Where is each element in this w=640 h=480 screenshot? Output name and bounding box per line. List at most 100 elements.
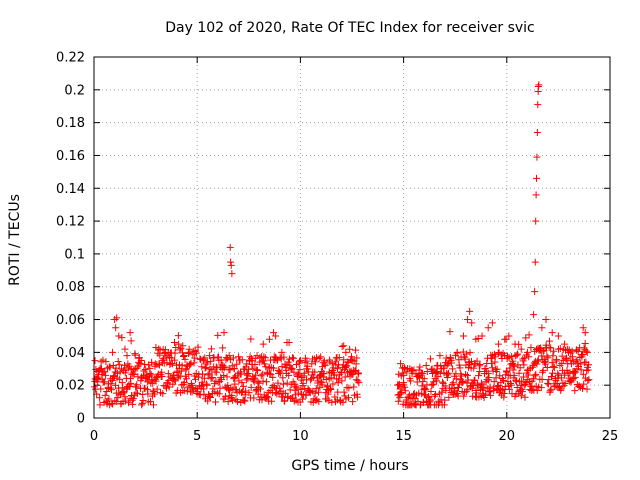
data-point (109, 348, 117, 356)
data-point (476, 367, 484, 375)
data-point (122, 397, 130, 405)
data-point (504, 352, 512, 360)
data-point (579, 385, 587, 393)
data-point (401, 383, 409, 391)
data-point (141, 365, 149, 373)
data-point (293, 384, 301, 392)
data-point (325, 397, 333, 405)
data-point (129, 400, 137, 408)
data-point (530, 311, 538, 319)
data-point (346, 345, 354, 353)
data-point (159, 390, 167, 398)
data-point (463, 350, 471, 358)
data-point (321, 362, 329, 370)
data-point (201, 354, 209, 362)
data-point (408, 367, 416, 375)
data-point (285, 355, 293, 363)
y-tick-label: 0.12 (56, 215, 85, 230)
data-point (532, 191, 540, 199)
data-point (515, 340, 523, 348)
data-point (100, 378, 108, 386)
data-point (534, 101, 542, 109)
data-point (514, 350, 522, 358)
data-point (233, 360, 241, 368)
data-point (102, 358, 110, 366)
data-point (482, 390, 490, 398)
data-point (290, 354, 298, 362)
data-point (348, 353, 356, 361)
data-point (254, 378, 262, 386)
data-point (311, 368, 319, 376)
data-point (161, 346, 169, 354)
data-point (519, 357, 527, 365)
data-point (570, 367, 578, 375)
data-point (512, 376, 520, 384)
data-point (449, 365, 457, 373)
data-point (301, 354, 309, 362)
data-point (242, 376, 250, 384)
data-point (220, 329, 228, 337)
data-point (491, 353, 499, 361)
data-point (207, 357, 215, 365)
data-point (268, 397, 276, 405)
data-point (397, 390, 405, 398)
data-point (394, 397, 402, 405)
data-point (422, 386, 430, 394)
data-point (138, 399, 146, 407)
data-point (238, 356, 246, 364)
data-point (302, 391, 310, 399)
data-point (444, 371, 452, 379)
data-point (134, 389, 142, 397)
data-point (219, 344, 227, 352)
y-tick-label: 0.18 (56, 116, 85, 131)
y-tick-label: 0.02 (56, 379, 85, 394)
data-point (414, 397, 422, 405)
data-point (233, 398, 241, 406)
data-point (112, 364, 120, 372)
data-point (471, 376, 479, 384)
data-point (312, 396, 320, 404)
data-point (499, 376, 507, 384)
data-point (116, 368, 124, 376)
data-point (299, 379, 307, 387)
data-point (291, 391, 299, 399)
data-point (252, 371, 260, 379)
data-point (251, 374, 259, 382)
data-point (340, 388, 348, 396)
data-point (123, 352, 131, 360)
data-point (210, 354, 218, 362)
data-point (448, 380, 456, 388)
data-point (148, 358, 156, 366)
data-point (464, 376, 472, 384)
data-point (355, 369, 363, 377)
x-tick-label: 0 (90, 429, 98, 444)
data-point (190, 359, 198, 367)
data-point (229, 396, 237, 404)
data-point (350, 383, 358, 391)
data-point (466, 307, 474, 315)
data-point (423, 368, 431, 376)
data-point (534, 357, 542, 365)
data-point (585, 376, 593, 384)
data-point (431, 392, 439, 400)
data-point (106, 363, 114, 371)
data-point (420, 398, 428, 406)
data-point (284, 358, 292, 366)
data-point (446, 328, 454, 336)
data-point (554, 332, 562, 340)
data-point (518, 388, 526, 396)
data-point (533, 128, 541, 136)
data-point (139, 396, 147, 404)
data-point (355, 379, 363, 387)
data-point (204, 371, 212, 379)
data-point (130, 370, 138, 378)
data-point (480, 383, 488, 391)
data-point (134, 373, 142, 381)
data-point (294, 389, 302, 397)
data-point (337, 369, 345, 377)
data-point (102, 371, 110, 379)
data-point (185, 345, 193, 353)
data-point (245, 389, 253, 397)
data-point (466, 349, 474, 357)
data-point (170, 376, 178, 384)
